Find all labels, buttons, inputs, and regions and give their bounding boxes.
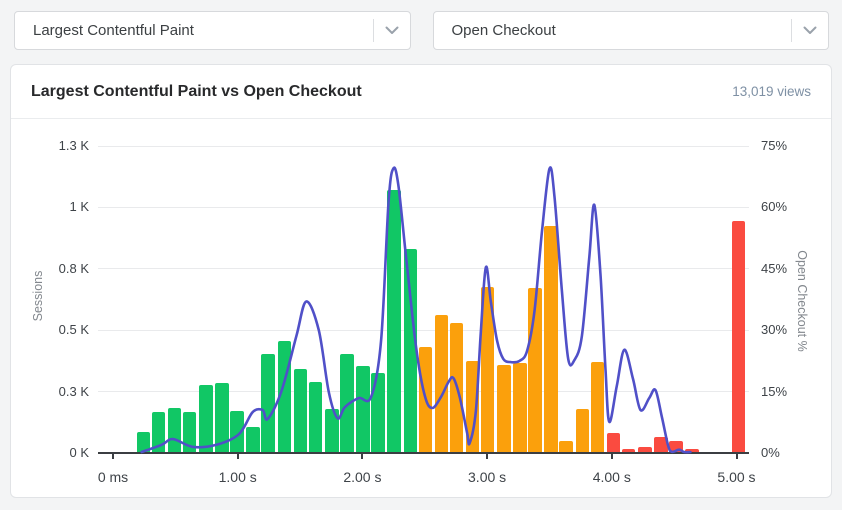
y-axis-label: 1 K: [69, 199, 89, 215]
gridline: [98, 206, 749, 208]
gridline: [98, 145, 749, 147]
chart-canvas[interactable]: 0 K 0.3 K 0.5 K 0.8 K 1 K 1.3 K 0% 15% 30% 45% 60%…: [11, 119, 831, 497]
histogram-bar[interactable]: [230, 411, 244, 453]
chart-title: Largest Contentful Paint vs Open Checkou…: [31, 82, 362, 100]
y2-axis-label: 75%: [761, 138, 788, 153]
gridline: [98, 329, 749, 331]
histogram-bar[interactable]: [654, 437, 668, 453]
histogram-bar[interactable]: [293, 369, 308, 453]
x-tick-mark: [610, 454, 613, 459]
histogram-bar[interactable]: [403, 249, 418, 453]
histogram-bar[interactable]: [685, 449, 699, 453]
y2-axis-title: Open Checkout %: [795, 249, 809, 352]
histogram-bar[interactable]: [434, 315, 449, 453]
y-axis-label: 1.3 K: [58, 138, 89, 153]
y2-axis-label: 30%: [761, 322, 788, 338]
histogram-bar[interactable]: [339, 353, 354, 453]
histogram-bar[interactable]: [621, 449, 636, 453]
y2-axis-label: 0%: [761, 445, 780, 460]
metric-dropdown[interactable]: Largest Contentful Paint: [14, 11, 411, 50]
y2-axis-label: 15%: [761, 383, 788, 399]
y-axis-label: 0.5 K: [58, 322, 89, 338]
histogram-bar[interactable]: [497, 364, 511, 453]
histogram-bar[interactable]: [215, 383, 229, 453]
dropdown-divider: [372, 19, 374, 42]
x-tick-mark: [236, 454, 239, 459]
x-axis-label: 1.00 s: [218, 469, 257, 485]
x-tick-mark: [486, 454, 489, 459]
chevron-down-icon[interactable]: [374, 26, 410, 35]
x-axis-line: [98, 452, 749, 454]
x-axis-label: 4.00 s: [592, 469, 631, 485]
histogram-bar[interactable]: [544, 225, 559, 453]
chart-card: Largest Contentful Paint vs Open Checkou…: [10, 64, 832, 498]
histogram-bar[interactable]: [590, 362, 605, 453]
x-tick-mark: [735, 454, 738, 459]
histogram-bar[interactable]: [371, 373, 385, 453]
histogram-bar[interactable]: [182, 412, 197, 453]
histogram-bar[interactable]: [465, 360, 480, 453]
chart-card-header: Largest Contentful Paint vs Open Checkou…: [11, 65, 831, 119]
histogram-bar[interactable]: [513, 363, 527, 453]
dropdown-divider: [791, 19, 792, 42]
x-axis-label: 2.00 s: [343, 469, 382, 485]
chevron-down-icon[interactable]: [792, 26, 828, 35]
histogram-bar[interactable]: [199, 385, 213, 453]
views-count: 13,019 views: [732, 84, 811, 99]
histogram-bar[interactable]: [559, 440, 574, 453]
x-axis-label: 3.00 s: [468, 469, 507, 485]
x-axis-label: 0 ms: [97, 469, 129, 485]
y2-axis-label: 60%: [761, 199, 788, 215]
filter-row: Largest Contentful Paint Open Checkout: [14, 11, 829, 50]
histogram-bar[interactable]: [480, 287, 495, 453]
histogram-bar[interactable]: [387, 190, 401, 453]
histogram-bar[interactable]: [575, 408, 590, 453]
metric-dropdown-value: Largest Contentful Paint: [33, 22, 194, 39]
histogram-bar[interactable]: [324, 408, 339, 453]
y-axis-label: 0.8 K: [58, 260, 89, 276]
histogram-bar[interactable]: [731, 220, 746, 453]
histogram-bar[interactable]: [637, 446, 652, 453]
trend-line-path: [140, 166, 692, 454]
x-axis-label: 5.00 s: [717, 469, 756, 485]
y-axis-title: Sessions: [31, 270, 45, 321]
histogram-bar[interactable]: [261, 353, 275, 453]
x-tick-mark: [361, 454, 364, 459]
histogram-bar[interactable]: [136, 432, 151, 453]
histogram-bar[interactable]: [151, 412, 166, 453]
gridline: [98, 268, 749, 270]
y2-axis-label: 45%: [761, 260, 788, 276]
y-axis-label: 0 K: [69, 445, 89, 460]
event-dropdown-value: Open Checkout: [451, 22, 556, 39]
y-axis-label: 0.3 K: [58, 383, 89, 399]
histogram-bar[interactable]: [246, 427, 261, 453]
trend-line: [140, 166, 692, 454]
event-dropdown[interactable]: Open Checkout: [432, 11, 829, 50]
histogram-bar[interactable]: [308, 381, 323, 453]
histogram-bar[interactable]: [606, 433, 621, 453]
x-tick-mark: [112, 454, 114, 459]
histogram-bar[interactable]: [356, 365, 370, 453]
